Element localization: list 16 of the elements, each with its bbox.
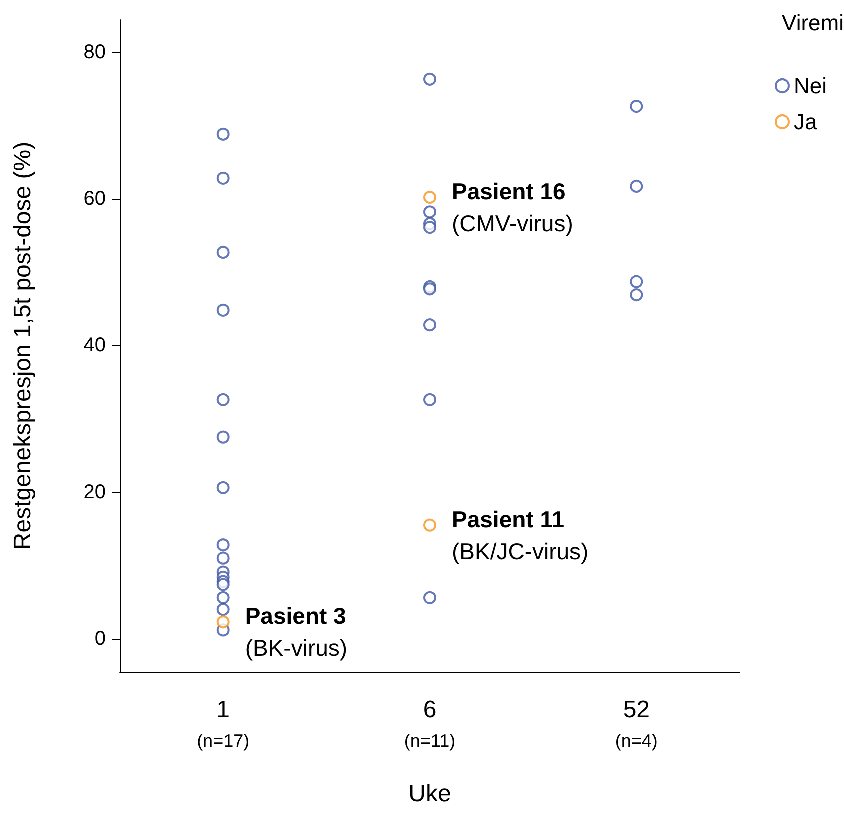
x-tick-label: 6 (n=11) (404, 696, 456, 751)
legend-title: Viremi (782, 10, 844, 36)
x-tick-label: 52 (n=4) (615, 696, 658, 751)
y-tick-label: 40 (84, 334, 106, 357)
legend-label: Nei (794, 74, 828, 98)
x-axis-title: Uke (408, 780, 452, 808)
y-axis-title: Restgenekspresjon 1,5t post-dose (%) (10, 142, 36, 550)
y-tick-label: 60 (84, 188, 106, 210)
y-tick-label: 0 (94, 628, 106, 650)
annotation: Pasient 16 (CMV-virus) (452, 178, 574, 236)
annotation: Pasient 11 (BK/JC-virus) (452, 506, 589, 564)
x-tick-label: 1 (n=17) (197, 696, 250, 751)
legend-label: Ja (794, 110, 818, 134)
annotation: Pasient 3 (BK-virus) (245, 603, 348, 662)
y-tick-label: 20 (84, 481, 106, 504)
y-tick-label: 80 (84, 41, 106, 64)
